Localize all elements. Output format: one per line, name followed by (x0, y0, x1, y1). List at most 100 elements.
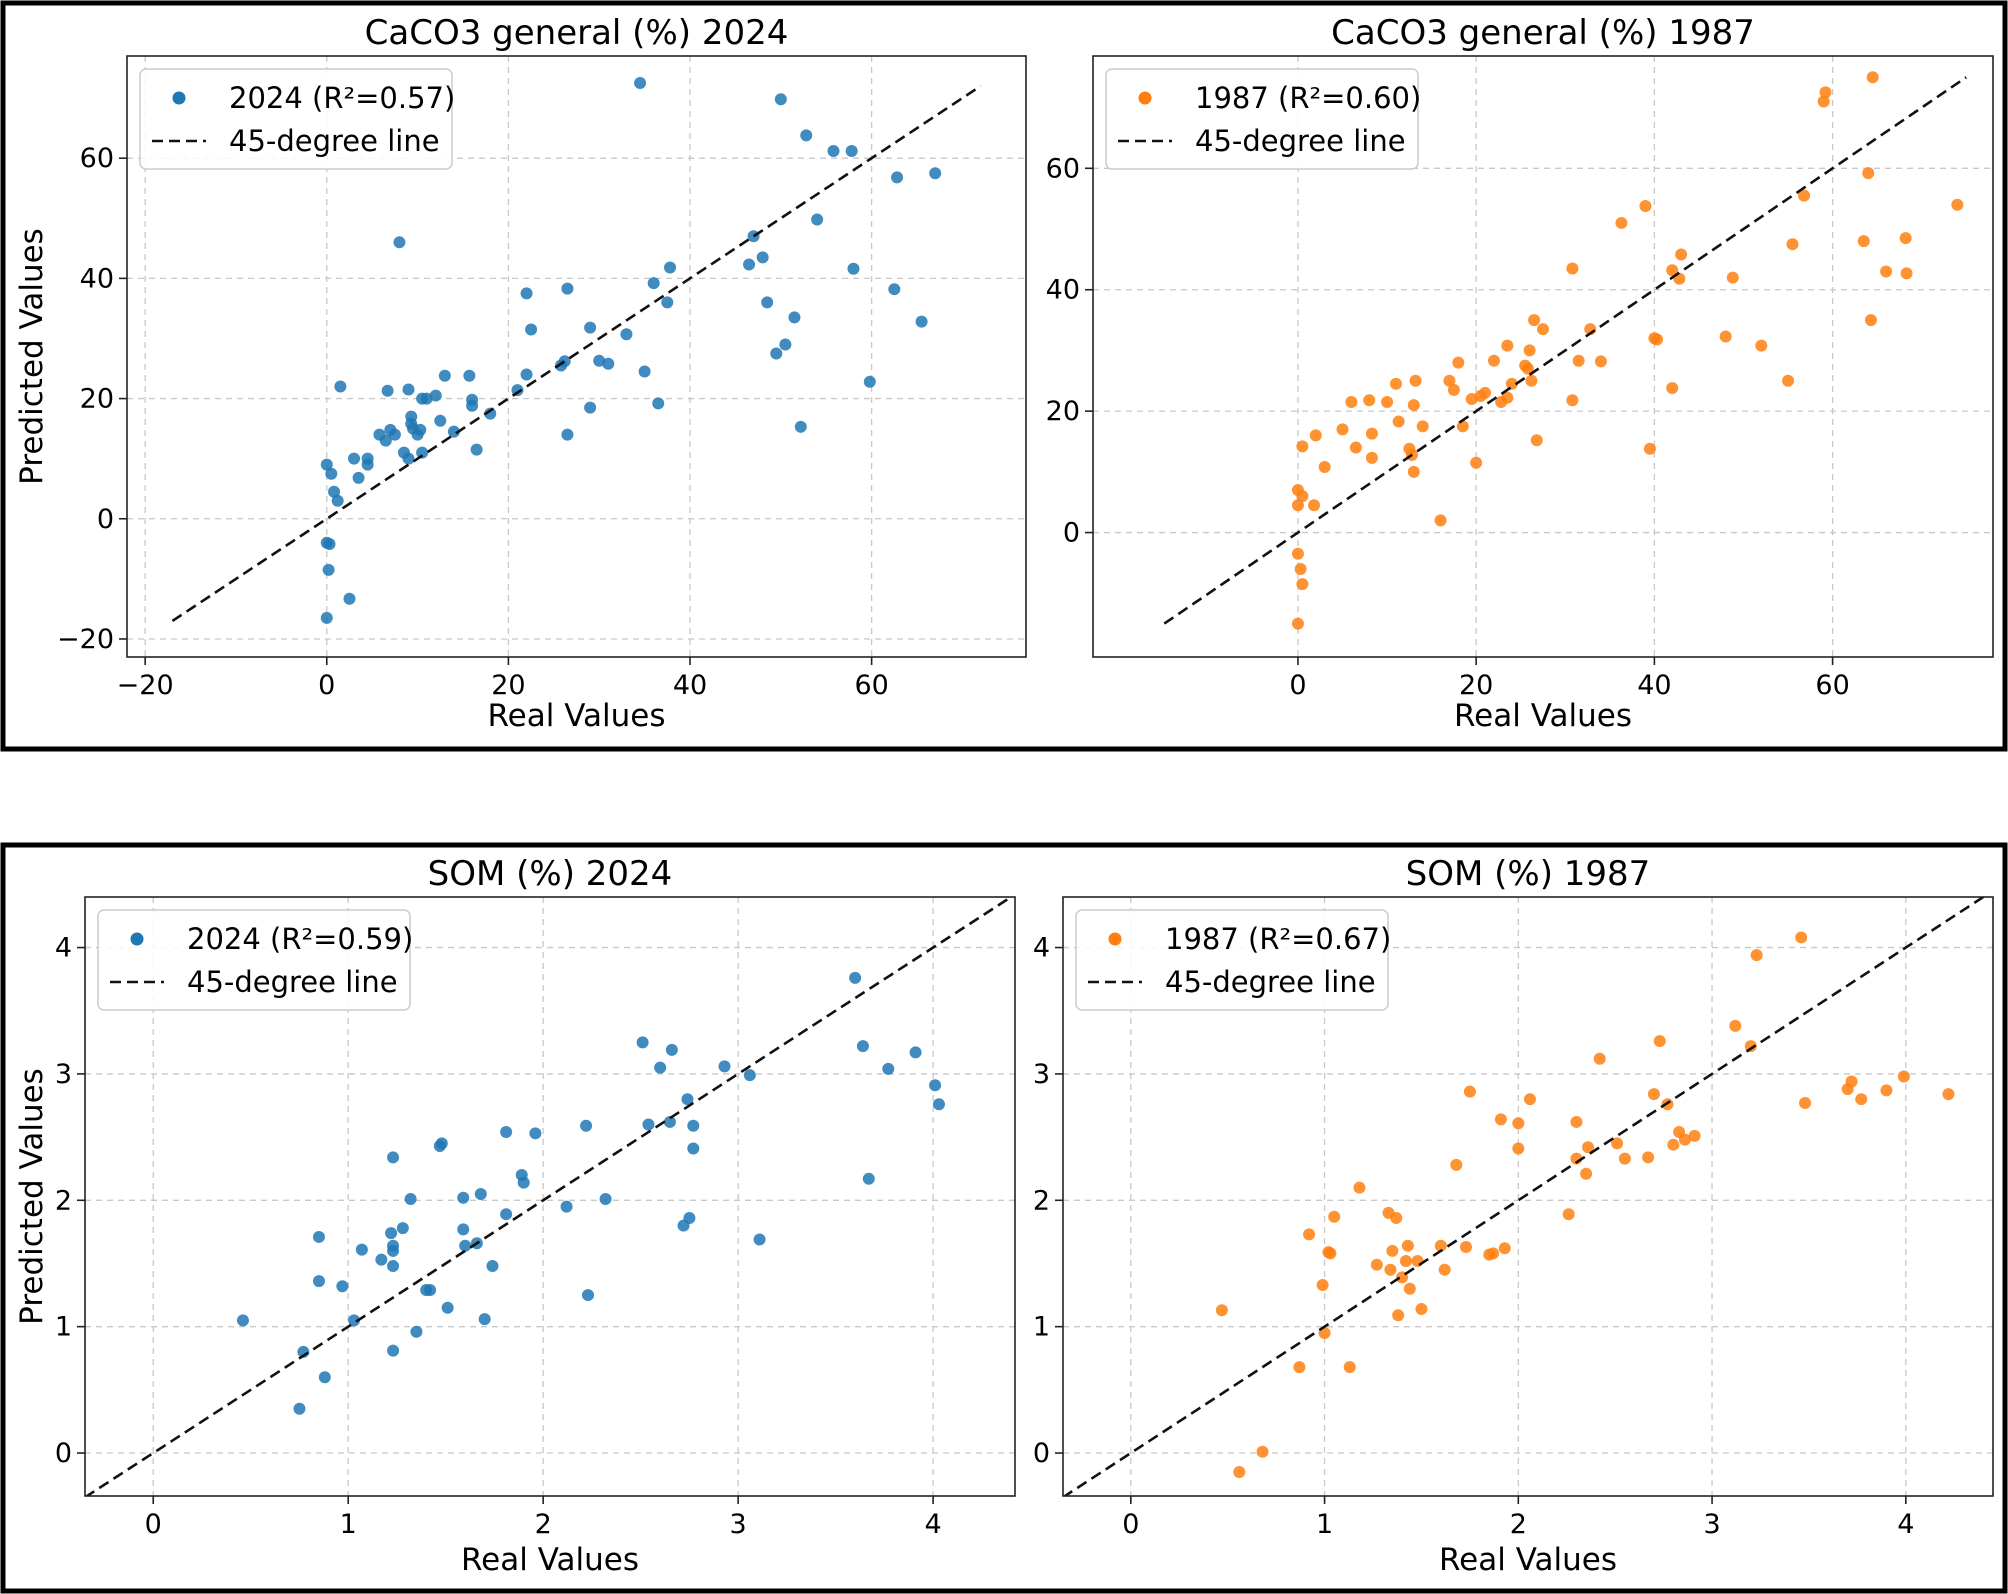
y-tick-label: 60 (1046, 153, 1080, 184)
data-point (1566, 394, 1579, 407)
data-point (863, 375, 876, 388)
data-point (800, 129, 813, 142)
legend-series-label: 2024 (R²=0.59) (187, 922, 413, 956)
bottom-panel-border (0, 842, 2008, 1594)
data-point (1487, 1247, 1500, 1260)
y-tick-label: −20 (57, 624, 114, 655)
data-point (1318, 460, 1331, 473)
data-point (529, 1127, 542, 1140)
data-point (1942, 1088, 1955, 1101)
x-tick-label: 0 (1122, 1509, 1139, 1540)
data-point (457, 1223, 470, 1236)
plot-content (1063, 897, 1986, 1496)
data-point (1566, 262, 1579, 275)
y-tick-label: 0 (1063, 518, 1080, 549)
data-point (1303, 1228, 1316, 1241)
data-point (1460, 1241, 1472, 1254)
data-point (560, 1200, 573, 1213)
data-point (1407, 465, 1420, 478)
data-point (1651, 333, 1664, 346)
data-point (474, 1187, 487, 1200)
x-tick-label: 20 (491, 670, 525, 701)
data-point (429, 389, 442, 402)
data-point (1479, 386, 1492, 399)
data-point (236, 1314, 249, 1327)
data-point (1795, 931, 1808, 944)
legend-marker (130, 932, 144, 946)
y-tick-label: 60 (80, 143, 114, 174)
data-point (599, 1193, 612, 1206)
data-point (638, 365, 651, 378)
data-point (1666, 264, 1679, 277)
data-point (1501, 391, 1514, 404)
data-point (1880, 1084, 1893, 1097)
y-tick-label: 3 (1033, 1059, 1050, 1090)
data-point (1755, 339, 1768, 352)
data-point (1343, 1361, 1356, 1374)
legend-line-label: 45-degree line (229, 124, 440, 158)
data-point (1345, 396, 1358, 409)
data-point (1862, 167, 1875, 180)
data-point (348, 1314, 361, 1327)
data-point (770, 347, 783, 360)
x-tick-label: 0 (145, 1509, 162, 1540)
data-point (331, 494, 344, 507)
data-point (620, 328, 633, 341)
x-tick-label: 2 (1510, 1509, 1527, 1540)
data-point (1880, 265, 1893, 278)
diagonal-45-line (85, 897, 1012, 1496)
x-tick-label: 20 (1459, 670, 1493, 701)
data-point (1523, 1093, 1536, 1106)
data-point (1899, 232, 1912, 245)
data-point (336, 1280, 349, 1293)
data-point (1798, 189, 1811, 202)
data-point (636, 1036, 649, 1049)
chart-title: SOM (%) 2024 (428, 854, 673, 894)
x-tick-label: −20 (117, 670, 174, 701)
x-tick-label: 0 (1289, 670, 1306, 701)
data-point (410, 1325, 423, 1338)
data-point (561, 428, 574, 441)
data-point (517, 1176, 530, 1189)
data-point (486, 1260, 499, 1273)
data-point (459, 1239, 472, 1252)
data-point (387, 1344, 400, 1357)
diagonal-45-line (1063, 897, 1986, 1496)
data-point (1951, 198, 1964, 211)
data-point (1528, 314, 1541, 327)
legend-box (139, 68, 453, 170)
legend-line-label: 45-degree line (187, 965, 398, 999)
data-point (642, 1118, 655, 1131)
data-point (1855, 1093, 1868, 1106)
data-point (788, 311, 801, 324)
data-point (665, 1043, 678, 1056)
data-point (779, 338, 792, 351)
data-point (1615, 216, 1628, 229)
data-point (1900, 267, 1913, 280)
data-point (525, 323, 538, 336)
data-point (1324, 1247, 1337, 1260)
data-point (1750, 949, 1763, 962)
plot-frame (1062, 896, 1994, 1497)
data-point (402, 383, 415, 396)
legend-series-label: 2024 (R²=0.57) (229, 81, 455, 115)
data-point (404, 1193, 417, 1206)
data-point (478, 1313, 491, 1326)
y-tick-label: 40 (1046, 275, 1080, 306)
legend-marker (172, 91, 186, 105)
data-point (743, 1069, 756, 1082)
data-point (1291, 499, 1304, 512)
data-point (348, 452, 361, 465)
data-point (1643, 442, 1656, 455)
data-point (1411, 1254, 1424, 1267)
data-point (1443, 374, 1456, 387)
data-point (352, 471, 365, 484)
data-point (1642, 1151, 1655, 1164)
data-point (602, 357, 615, 370)
data-point (584, 321, 597, 334)
data-point (681, 1093, 694, 1106)
data-point (1328, 1210, 1341, 1223)
data-point (447, 425, 460, 438)
